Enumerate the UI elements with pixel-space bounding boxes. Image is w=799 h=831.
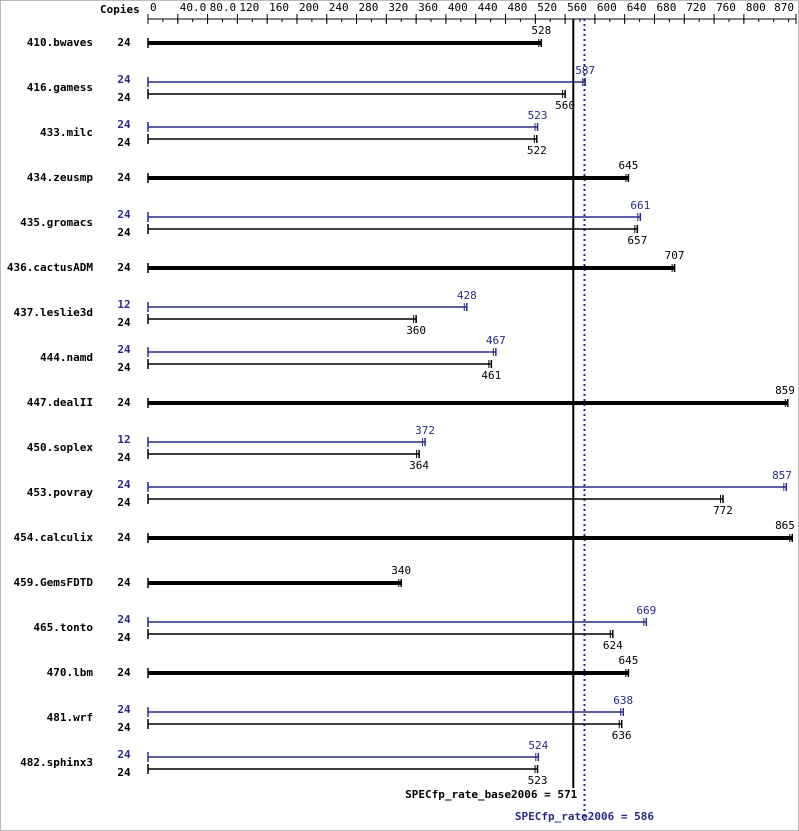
- x-tick-label: 680: [656, 1, 676, 14]
- x-tick-label: 800: [746, 1, 766, 14]
- x-tick-label: 480: [508, 1, 528, 14]
- x-tick-label: 520: [537, 1, 557, 14]
- value-label: 865: [775, 519, 795, 532]
- value-label: 528: [531, 24, 551, 37]
- benchmark-label: 454.calculix: [14, 531, 94, 544]
- copies-label: 24: [117, 118, 131, 131]
- value-label: 364: [409, 459, 429, 472]
- copies-label: 12: [117, 433, 130, 446]
- copies-label: 24: [117, 576, 131, 589]
- value-label: 645: [618, 654, 638, 667]
- copies-label: 24: [117, 226, 131, 239]
- x-tick-label: 320: [388, 1, 408, 14]
- x-tick-label: 0: [150, 1, 157, 14]
- x-tick-label: 360: [418, 1, 438, 14]
- value-label: 522: [527, 144, 547, 157]
- copies-label: 24: [117, 666, 131, 679]
- reference-label: SPECfp_rate2006 = 586: [515, 810, 654, 823]
- benchmark-label: 482.sphinx3: [20, 756, 93, 769]
- x-tick-label: 80.0: [210, 1, 237, 14]
- copies-label: 24: [117, 613, 131, 626]
- copies-label: 24: [117, 208, 131, 221]
- value-label: 657: [627, 234, 647, 247]
- value-label: 772: [713, 504, 733, 517]
- benchmark-label: 410.bwaves: [27, 36, 93, 49]
- value-label: 340: [391, 564, 411, 577]
- benchmark-label: 436.cactusADM: [7, 261, 93, 274]
- copies-label: 24: [117, 36, 131, 49]
- x-tick-label: 720: [686, 1, 706, 14]
- value-label: 372: [415, 424, 435, 437]
- copies-label: 24: [117, 721, 131, 734]
- benchmark-label: 481.wrf: [47, 711, 93, 724]
- x-tick-label: 870: [774, 1, 794, 14]
- benchmark-label: 434.zeusmp: [27, 171, 94, 184]
- copies-header: Copies: [100, 3, 140, 16]
- value-label: 587: [575, 64, 595, 77]
- value-label: 707: [665, 249, 685, 262]
- x-tick-label: 400: [448, 1, 468, 14]
- benchmark-label: 459.GemsFDTD: [14, 576, 94, 589]
- value-label: 669: [636, 604, 656, 617]
- copies-label: 24: [117, 748, 131, 761]
- value-label: 461: [481, 369, 501, 382]
- value-label: 636: [612, 729, 632, 742]
- x-tick-label: 760: [716, 1, 736, 14]
- copies-label: 24: [117, 316, 131, 329]
- x-tick-label: 40.0: [180, 1, 207, 14]
- copies-label: 24: [117, 361, 131, 374]
- benchmark-label: 450.soplex: [27, 441, 94, 454]
- benchmark-label: 470.lbm: [47, 666, 94, 679]
- value-label: 859: [775, 384, 795, 397]
- x-tick-label: 120: [239, 1, 259, 14]
- benchmark-label: 453.povray: [27, 486, 94, 499]
- x-tick-label: 280: [359, 1, 379, 14]
- benchmark-label: 435.gromacs: [20, 216, 93, 229]
- x-tick-label: 600: [597, 1, 617, 14]
- x-tick-label: 560: [567, 1, 587, 14]
- value-label: 428: [457, 289, 477, 302]
- value-label: 523: [528, 774, 548, 787]
- copies-label: 24: [117, 343, 131, 356]
- copies-label: 24: [117, 766, 131, 779]
- copies-label: 24: [117, 703, 131, 716]
- value-label: 523: [528, 109, 548, 122]
- value-label: 645: [618, 159, 638, 172]
- x-tick-label: 640: [627, 1, 647, 14]
- benchmark-label: 416.gamess: [27, 81, 93, 94]
- benchmark-label: 444.namd: [40, 351, 93, 364]
- value-label: 560: [555, 99, 575, 112]
- benchmark-label: 437.leslie3d: [14, 306, 93, 319]
- value-label: 524: [528, 739, 548, 752]
- copies-label: 24: [117, 171, 131, 184]
- copies-label: 24: [117, 261, 131, 274]
- value-label: 360: [406, 324, 426, 337]
- value-label: 857: [772, 469, 792, 482]
- copies-label: 24: [117, 73, 131, 86]
- benchmark-label: 433.milc: [40, 126, 93, 139]
- value-label: 467: [486, 334, 506, 347]
- copies-label: 24: [117, 496, 131, 509]
- benchmark-label: 447.dealII: [27, 396, 93, 409]
- copies-label: 24: [117, 136, 131, 149]
- x-tick-label: 200: [299, 1, 319, 14]
- x-tick-label: 440: [478, 1, 498, 14]
- copies-label: 24: [117, 91, 131, 104]
- copies-label: 12: [117, 298, 130, 311]
- copies-label: 24: [117, 478, 131, 491]
- x-tick-label: 240: [329, 1, 349, 14]
- copies-label: 24: [117, 531, 131, 544]
- copies-label: 24: [117, 451, 131, 464]
- copies-label: 24: [117, 396, 131, 409]
- value-label: 638: [613, 694, 633, 707]
- benchmark-label: 465.tonto: [33, 621, 93, 634]
- copies-label: 24: [117, 631, 131, 644]
- reference-label: SPECfp_rate_base2006 = 571: [405, 788, 578, 801]
- value-label: 624: [603, 639, 623, 652]
- x-tick-label: 160: [269, 1, 289, 14]
- value-label: 661: [630, 199, 650, 212]
